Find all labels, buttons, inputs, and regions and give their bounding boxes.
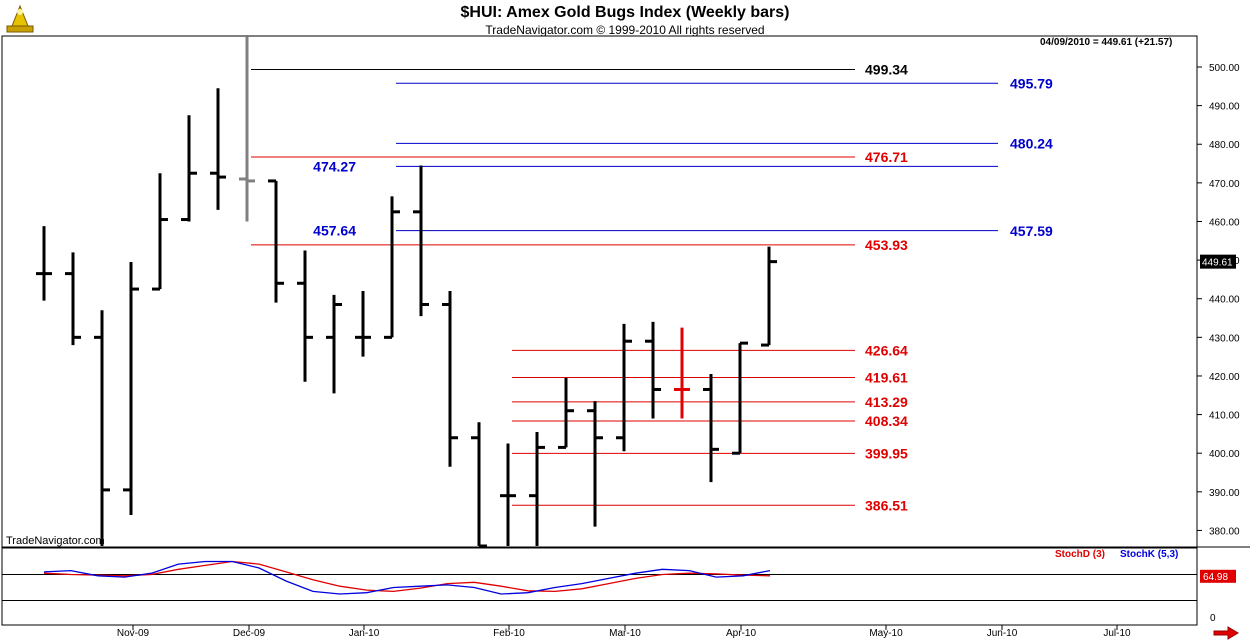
level-label: 499.34 [865,62,908,78]
y-tick-label: 380.00 [1209,526,1240,537]
price-pane-frame [1,35,1198,548]
last-price-readout: 04/09/2010 = 449.61 (+21.57) [1040,37,1173,48]
watermark-text: TradeNavigator.com [6,535,105,547]
x-tick-label: May-10 [869,628,903,639]
stoch-zero-tick: 0 [1210,613,1216,624]
chart-subtitle: TradeNavigator.com © 1999-2010 All right… [485,23,765,37]
y-tick-label: 410.00 [1209,411,1240,422]
chart-title: $HUI: Amex Gold Bugs Index (Weekly bars) [460,4,790,21]
stoch-badge-text: 64.98 [1203,572,1228,583]
ohlc-bar [152,173,168,291]
ohlc-bar [355,290,371,357]
x-tick-label: Apr-10 [726,628,756,639]
ohlc-bar [268,179,284,303]
level-label: 474.27 [313,158,356,174]
ohlc-bar [181,115,197,222]
stochastic-pane-frame [1,547,1198,626]
y-tick-label: 440.00 [1209,295,1240,306]
stoch-badge-box [1200,569,1236,583]
ohlc-bar [732,341,748,455]
ohlc-bar [297,250,313,382]
ohlc-bar [210,88,226,210]
ohlc-bar [645,321,661,419]
ohlc-bar [384,196,400,339]
y-tick-label: 460.00 [1209,217,1240,228]
level-label: 495.79 [1010,75,1053,91]
y-tick-label: 390.00 [1209,488,1240,499]
ohlc-bar [761,246,777,347]
level-label: 413.29 [865,394,908,410]
ohlc-bar [587,401,603,527]
y-tick-label: 480.00 [1209,140,1240,151]
ohlc-bar [326,294,342,394]
tradenavigator-logo-icon [6,4,34,33]
ohlc-bar [529,431,545,546]
x-tick-label: Jul-10 [1103,628,1131,639]
ohlc-bar [65,252,81,346]
ohlc-bar [703,374,719,483]
level-label: 457.64 [313,223,356,239]
y-tick-label: 500.00 [1209,63,1240,74]
ohlc-bar [616,323,632,452]
ohlc-bar [94,310,110,546]
x-tick-label: Nov-09 [117,628,150,639]
ohlc-bar [674,327,690,419]
y-tick-label: 430.00 [1209,333,1240,344]
level-label: 480.24 [1010,135,1053,151]
ohlc-bar [558,377,574,449]
y-tick-label: 470.00 [1209,179,1240,190]
ohlc-bar [413,165,429,317]
ohlc-bar [442,290,458,467]
scroll-right-arrow-icon[interactable] [1212,626,1240,640]
x-tick-label: Mar-10 [609,628,641,639]
level-label: 457.59 [1010,223,1053,239]
ohlc-bar [36,226,52,301]
y-tick-label: 490.00 [1209,102,1240,113]
y-tick-label: 420.00 [1209,372,1240,383]
stochk-legend-label: StochK (5,3) [1120,549,1179,560]
ohlc-bar [500,443,516,546]
x-tick-label: Jan-10 [349,628,380,639]
stochd-legend-label: StochD (3) [1055,549,1105,560]
level-label: 408.34 [865,413,908,429]
y-tick-label: 400.00 [1209,449,1240,460]
level-label: 419.61 [865,369,908,385]
level-label: 453.93 [865,237,908,253]
level-label: 386.51 [865,497,908,513]
ohlc-bar [239,36,255,222]
x-tick-label: Feb-10 [493,628,525,639]
stochk-line [43,560,771,595]
level-label: 476.71 [865,149,908,165]
ohlc-bar [471,422,487,548]
ohlc-bar [123,262,139,515]
price-badge-text: 449.61 [1202,258,1233,269]
level-label: 399.95 [865,445,908,461]
stochd-line [43,560,771,593]
x-tick-label: Jun-10 [987,628,1018,639]
price-badge-box [1200,254,1236,269]
x-tick-label: Dec-09 [233,628,266,639]
level-label: 426.64 [865,342,908,358]
